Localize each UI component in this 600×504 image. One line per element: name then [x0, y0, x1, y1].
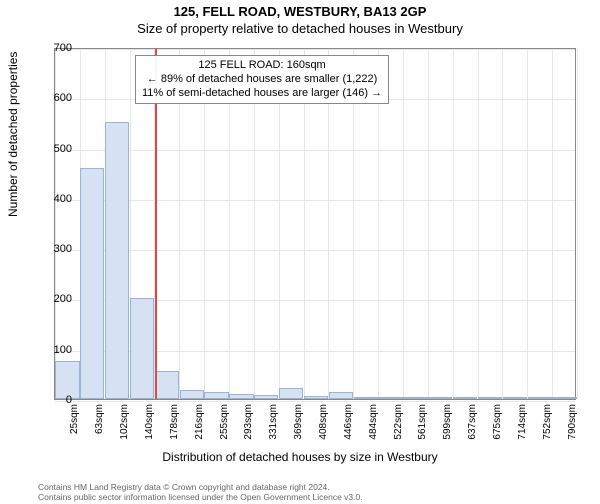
gridline-h: [55, 49, 575, 50]
x-tick: 484sqm: [368, 404, 379, 440]
footer-line-2: Contains public sector information licen…: [38, 492, 363, 502]
x-tick: 675sqm: [492, 404, 503, 440]
bar: [180, 390, 204, 399]
x-tick: 255sqm: [219, 404, 230, 440]
y-tick: 400: [22, 193, 72, 205]
x-tick: 102sqm: [119, 404, 130, 440]
bar: [155, 371, 179, 399]
y-tick: 700: [22, 42, 72, 54]
bar: [453, 397, 477, 399]
y-tick: 300: [22, 243, 72, 255]
y-axis-label: Number of detached properties: [6, 52, 20, 217]
y-tick: 100: [22, 344, 72, 356]
gridline-h: [55, 401, 575, 402]
gridline-v: [527, 49, 528, 399]
bar: [528, 397, 552, 399]
y-tick: 500: [22, 143, 72, 155]
x-tick: 63sqm: [94, 404, 105, 434]
footer-text: Contains HM Land Registry data © Crown c…: [0, 482, 600, 502]
bar: [378, 397, 402, 399]
bar: [229, 394, 253, 399]
x-tick: 637sqm: [467, 404, 478, 440]
x-tick: 790sqm: [567, 404, 578, 440]
bar: [304, 396, 328, 399]
chart-title: 125, FELL ROAD, WESTBURY, BA13 2GP: [0, 4, 600, 19]
chart-wrap: 125, FELL ROAD, WESTBURY, BA13 2GP Size …: [0, 4, 600, 504]
x-tick: 178sqm: [169, 404, 180, 440]
gridline-v: [552, 49, 553, 399]
bar: [354, 397, 378, 399]
info-line-1: 125 FELL ROAD: 160sqm: [142, 59, 382, 73]
x-tick: 331sqm: [268, 404, 279, 440]
bar: [428, 397, 452, 399]
y-tick: 600: [22, 92, 72, 104]
chart-subtitle: Size of property relative to detached ho…: [0, 21, 600, 36]
x-tick: 752sqm: [542, 404, 553, 440]
x-tick: 561sqm: [417, 404, 428, 440]
x-tick: 140sqm: [144, 404, 155, 440]
bar: [503, 397, 527, 399]
bar: [204, 392, 228, 399]
bar: [329, 392, 353, 399]
footer-line-1: Contains HM Land Registry data © Crown c…: [38, 482, 330, 492]
gridline-h: [55, 150, 575, 151]
x-axis-label: Distribution of detached houses by size …: [0, 450, 600, 464]
info-line-3: 11% of semi-detached houses are larger (…: [142, 87, 382, 101]
bar: [254, 395, 278, 399]
bar: [130, 298, 154, 399]
plot-area: 125 FELL ROAD: 160sqm ← 89% of detached …: [54, 48, 576, 400]
gridline-h: [55, 250, 575, 251]
bar: [105, 122, 129, 399]
bar: [478, 397, 502, 399]
x-tick: 369sqm: [293, 404, 304, 440]
gridline-v: [478, 49, 479, 399]
x-tick: 25sqm: [69, 404, 80, 434]
y-tick: 0: [22, 394, 72, 406]
info-line-2: ← 89% of detached houses are smaller (1,…: [142, 73, 382, 87]
y-tick: 200: [22, 293, 72, 305]
gridline-v: [403, 49, 404, 399]
gridline-v: [453, 49, 454, 399]
bar: [403, 397, 427, 399]
x-tick: 293sqm: [243, 404, 254, 440]
bar: [80, 168, 104, 399]
gridline-v: [428, 49, 429, 399]
gridline-v: [577, 49, 578, 399]
marker-info-box: 125 FELL ROAD: 160sqm ← 89% of detached …: [135, 55, 389, 104]
bar: [552, 397, 576, 399]
gridline-v: [502, 49, 503, 399]
bar: [279, 388, 303, 399]
x-tick: 408sqm: [318, 404, 329, 440]
x-tick: 216sqm: [194, 404, 205, 440]
x-tick: 446sqm: [343, 404, 354, 440]
x-tick: 714sqm: [517, 404, 528, 440]
x-tick: 522sqm: [393, 404, 404, 440]
gridline-h: [55, 200, 575, 201]
x-tick: 599sqm: [442, 404, 453, 440]
